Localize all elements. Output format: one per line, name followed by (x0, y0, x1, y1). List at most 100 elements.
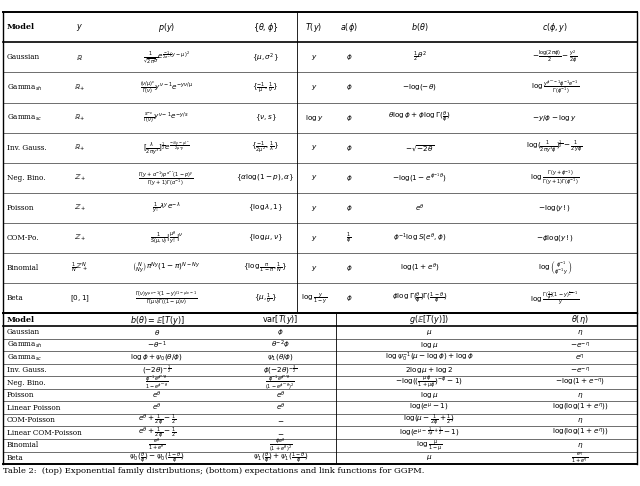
Text: $-\log(y!)$: $-\log(y!)$ (538, 203, 571, 213)
Text: $\{\theta, \phi\}$: $\{\theta, \phi\}$ (253, 21, 278, 34)
Text: $\log(1+e^\theta)$: $\log(1+e^\theta)$ (399, 262, 439, 275)
Text: $\frac{(\nu/\mu)^\nu}{\Gamma(\nu)}y^{\nu-1}e^{-y\nu/\mu}$: $\frac{(\nu/\mu)^\nu}{\Gamma(\nu)}y^{\nu… (140, 80, 193, 95)
Text: $\log(\log(1+e^\eta))$: $\log(\log(1+e^\eta))$ (552, 427, 608, 438)
Text: $\mu$: $\mu$ (426, 453, 433, 462)
Text: $\log\phi + \psi_0(\theta/\phi)$: $\log\phi + \psi_0(\theta/\phi)$ (131, 352, 183, 363)
Text: $[\frac{\lambda}{2\pi y^3}]^{\frac{1}{2}}e^{\frac{-\lambda(y-\mu)^2}{2\mu^2 y}}$: $[\frac{\lambda}{2\pi y^3}]^{\frac{1}{2}… (143, 139, 189, 156)
Text: $(-2\theta)^{-\frac{1}{2}}$: $(-2\theta)^{-\frac{1}{2}}$ (142, 363, 172, 377)
Text: $e^\theta+\frac{1}{2\phi}-\frac{1}{2}$: $e^\theta+\frac{1}{2\phi}-\frac{1}{2}$ (138, 425, 176, 440)
Text: $\frac{1}{y!}\lambda^y e^{-\lambda}$: $\frac{1}{y!}\lambda^y e^{-\lambda}$ (152, 200, 180, 216)
Text: $\phi$: $\phi$ (346, 173, 352, 183)
Text: $\frac{1}{\phi}$: $\frac{1}{\phi}$ (346, 230, 351, 246)
Text: $y$: $y$ (310, 204, 317, 212)
Text: Gamma$_{sc}$: Gamma$_{sc}$ (7, 113, 43, 122)
Text: $\phi$: $\phi$ (346, 263, 352, 273)
Text: Binomial: Binomial (7, 264, 39, 272)
Text: $\eta$: $\eta$ (577, 328, 583, 337)
Text: $\theta^{-2}\phi$: $\theta^{-2}\phi$ (271, 339, 290, 351)
Text: $\log\binom{\phi^{-1}}{\phi^{-1}y}$: $\log\binom{\phi^{-1}}{\phi^{-1}y}$ (538, 260, 572, 277)
Text: $e^\theta$: $e^\theta$ (276, 402, 285, 413)
Text: Neg. Bino.: Neg. Bino. (7, 379, 45, 386)
Text: $e^\theta+\frac{1}{2\phi}-\frac{1}{2}$: $e^\theta+\frac{1}{2\phi}-\frac{1}{2}$ (138, 413, 176, 428)
Text: $\mathbb{R}$: $\mathbb{R}$ (76, 53, 83, 62)
Text: $\frac{s^{-\nu}}{\Gamma(\nu)}y^{\nu-1}e^{-y/s}$: $\frac{s^{-\nu}}{\Gamma(\nu)}y^{\nu-1}e^… (143, 110, 189, 125)
Text: $\{\frac{-1}{\mu}, \frac{1}{\nu}\}$: $\{\frac{-1}{\mu}, \frac{1}{\nu}\}$ (252, 80, 279, 95)
Text: $\phi^{-1}\log S(e^\theta,\phi)$: $\phi^{-1}\log S(e^\theta,\phi)$ (393, 232, 446, 244)
Text: $\log y$: $\log y$ (305, 113, 323, 122)
Text: $\phi$: $\phi$ (346, 52, 352, 62)
Text: $\phi(-2\theta)^{-\frac{3}{2}}$: $\phi(-2\theta)^{-\frac{3}{2}}$ (263, 363, 298, 377)
Text: Gamma$_{sc}$: Gamma$_{sc}$ (7, 352, 43, 363)
Text: $\eta$: $\eta$ (577, 416, 583, 425)
Text: Poisson: Poisson (7, 391, 35, 399)
Text: Binomial: Binomial (7, 441, 39, 449)
Text: $\mathbb{R}_+$: $\mathbb{R}_+$ (74, 143, 86, 153)
Text: Poisson: Poisson (7, 204, 35, 212)
Text: $-$: $-$ (276, 429, 284, 437)
Text: $\log(\frac{1}{2\pi y^3\phi})^{\frac{1}{2}} - \frac{1}{2y\phi}$: $\log(\frac{1}{2\pi y^3\phi})^{\frac{1}{… (527, 139, 583, 156)
Text: Neg. Bino.: Neg. Bino. (7, 174, 45, 182)
Text: $\log\frac{\mu}{1-\mu}$: $\log\frac{\mu}{1-\mu}$ (416, 438, 443, 453)
Text: Gaussian: Gaussian (7, 329, 40, 336)
Text: $b(\theta)$: $b(\theta)$ (411, 21, 428, 33)
Text: $\psi_1(\frac{\theta}{\phi})+\psi_1(\frac{1-\theta}{\phi})$: $\psi_1(\frac{\theta}{\phi})+\psi_1(\fra… (253, 450, 308, 466)
Text: $\{\log\lambda, 1\}$: $\{\log\lambda, 1\}$ (248, 203, 283, 213)
Text: $\frac{1}{\sqrt{2\pi}\sigma}e^{\frac{-1}{2\sigma^2}(y-\mu)^2}$: $\frac{1}{\sqrt{2\pi}\sigma}e^{\frac{-1}… (143, 49, 190, 66)
Text: $\phi$: $\phi$ (346, 83, 352, 92)
Text: $\frac{\phi^{-1}e^{\phi^{-1}\theta}}{(1-e^{\phi^{-1}\theta})^2}$: $\frac{\phi^{-1}e^{\phi^{-1}\theta}}{(1-… (266, 374, 295, 391)
Text: $-\phi\log(y!)$: $-\phi\log(y!)$ (536, 233, 573, 243)
Text: $\eta$: $\eta$ (577, 441, 583, 450)
Text: $\mathbb{Z}_+$: $\mathbb{Z}_+$ (74, 173, 86, 183)
Text: $\mathbb{Z}_+$: $\mathbb{Z}_+$ (74, 233, 86, 243)
Text: $e^\eta$: $e^\eta$ (575, 352, 585, 363)
Text: $T(y)$: $T(y)$ (305, 21, 323, 34)
Text: $-\sqrt{-2\theta}$: $-\sqrt{-2\theta}$ (404, 143, 435, 153)
Text: $\phi$: $\phi$ (346, 294, 352, 303)
Text: $y$: $y$ (76, 22, 83, 33)
Text: $\{\mu, \frac{1}{\nu}\}$: $\{\mu, \frac{1}{\nu}\}$ (254, 292, 277, 305)
Text: Beta: Beta (7, 295, 24, 302)
Text: $\frac{e^\theta}{1+e^\theta}$: $\frac{e^\theta}{1+e^\theta}$ (148, 437, 165, 453)
Text: $\psi_0(\frac{\theta}{\phi})-\psi_0(\frac{1-\theta}{\phi})$: $\psi_0(\frac{\theta}{\phi})-\psi_0(\fra… (129, 450, 185, 466)
Text: $-\frac{\log(2\pi\phi)}{2} - \frac{y^2}{2\phi}$: $-\frac{\log(2\pi\phi)}{2} - \frac{y^2}{… (532, 49, 578, 66)
Text: $\log(e^\mu-1)$: $\log(e^\mu-1)$ (410, 402, 449, 413)
Text: $\phi\log\Gamma(\frac{\theta}{\phi})\Gamma(\frac{1-\theta}{\phi})$: $\phi\log\Gamma(\frac{\theta}{\phi})\Gam… (392, 291, 447, 306)
Text: $\log\mu$: $\log\mu$ (420, 340, 438, 350)
Text: $\binom{N}{Ny}\pi^{Ny}(1-\pi)^{N-Ny}$: $\binom{N}{Ny}\pi^{Ny}(1-\pi)^{N-Ny}$ (132, 260, 200, 276)
Text: $\frac{\Gamma(\nu)y^{\mu\nu-1}(1-y)^{(1-\mu)\nu-1}}{\Gamma(\mu\nu)\Gamma((1-\mu): $\frac{\Gamma(\nu)y^{\mu\nu-1}(1-y)^{(1-… (135, 290, 198, 307)
Text: $-\theta^{-1}$: $-\theta^{-1}$ (147, 339, 167, 350)
Text: $\log(\mu-\frac{1}{2\phi}+\frac{1}{2})$: $\log(\mu-\frac{1}{2\phi}+\frac{1}{2})$ (403, 413, 455, 428)
Text: $y$: $y$ (310, 143, 317, 152)
Text: $\log\frac{\Gamma(y+\phi^{-1})}{\Gamma(y+1)\Gamma(\phi^{-1})}$: $\log\frac{\Gamma(y+\phi^{-1})}{\Gamma(y… (530, 169, 579, 187)
Text: $\{\frac{-1}{2\mu^2}, \frac{1}{\lambda}\}$: $\{\frac{-1}{2\mu^2}, \frac{1}{\lambda}\… (252, 139, 280, 156)
Text: Inv. Gauss.: Inv. Gauss. (7, 366, 47, 374)
Text: Model: Model (7, 316, 35, 324)
Text: $\phi$: $\phi$ (346, 203, 352, 213)
Text: $\frac{1}{S(\mu,\nu)}|\frac{\mu^\theta}{y!}|^\nu$: $\frac{1}{S(\mu,\nu)}|\frac{\mu^\theta}{… (150, 230, 183, 246)
Text: Linear COM-Poisson: Linear COM-Poisson (7, 429, 82, 437)
Text: $\frac{\Gamma(y+\alpha^{-1})p^{\alpha^{-1}}(1-p)^y}{\Gamma(y+1)\Gamma(\alpha^{-1: $\frac{\Gamma(y+\alpha^{-1})p^{\alpha^{-… (138, 169, 194, 187)
Text: $\frac{1}{N}\mathbb{Z}_+^N$: $\frac{1}{N}\mathbb{Z}_+^N$ (72, 261, 88, 276)
Text: $y$: $y$ (310, 83, 317, 92)
Text: $\mu$: $\mu$ (426, 328, 433, 337)
Text: $e^\theta$: $e^\theta$ (415, 202, 424, 214)
Text: $y$: $y$ (310, 234, 317, 243)
Text: Linear Poisson: Linear Poisson (7, 404, 60, 412)
Text: $e^\theta$: $e^\theta$ (152, 389, 162, 401)
Text: $\theta(\eta)$: $\theta(\eta)$ (571, 313, 589, 326)
Text: $\mathbb{R}_+$: $\mathbb{R}_+$ (74, 83, 86, 92)
Text: $-\log((\frac{\mu\phi}{1+\mu\phi})^{-\phi}-1)$: $-\log((\frac{\mu\phi}{1+\mu\phi})^{-\ph… (396, 374, 463, 391)
Text: $\log\frac{\Gamma(\frac{1}{\phi})(1-y)^{\frac{1}{\phi}-1}}{y}$: $\log\frac{\Gamma(\frac{1}{\phi})(1-y)^{… (530, 290, 579, 307)
Text: $\log\frac{y^{\phi^{-1}-1}\phi^{-1}e^{-1}}{\Gamma(\phi^{-1})}$: $\log\frac{y^{\phi^{-1}-1}\phi^{-1}e^{-1… (531, 79, 579, 96)
Text: $e^\theta$: $e^\theta$ (276, 389, 285, 401)
Text: $y$: $y$ (310, 174, 317, 182)
Text: $\{\nu, s\}$: $\{\nu, s\}$ (255, 112, 276, 123)
Text: $\log\frac{y}{1-y}$: $\log\frac{y}{1-y}$ (301, 291, 327, 306)
Text: $g(\mathbb{E}[T(y)])$: $g(\mathbb{E}[T(y)])$ (410, 313, 449, 326)
Text: $e^\theta$: $e^\theta$ (152, 402, 162, 413)
Text: COM-Poisson: COM-Poisson (7, 416, 56, 424)
Text: $\phi$: $\phi$ (346, 113, 352, 122)
Text: $\log(\log(1+e^\eta))$: $\log(\log(1+e^\eta))$ (552, 402, 608, 413)
Text: Gamma$_{sh}$: Gamma$_{sh}$ (7, 340, 43, 350)
Text: $y$: $y$ (310, 264, 317, 273)
